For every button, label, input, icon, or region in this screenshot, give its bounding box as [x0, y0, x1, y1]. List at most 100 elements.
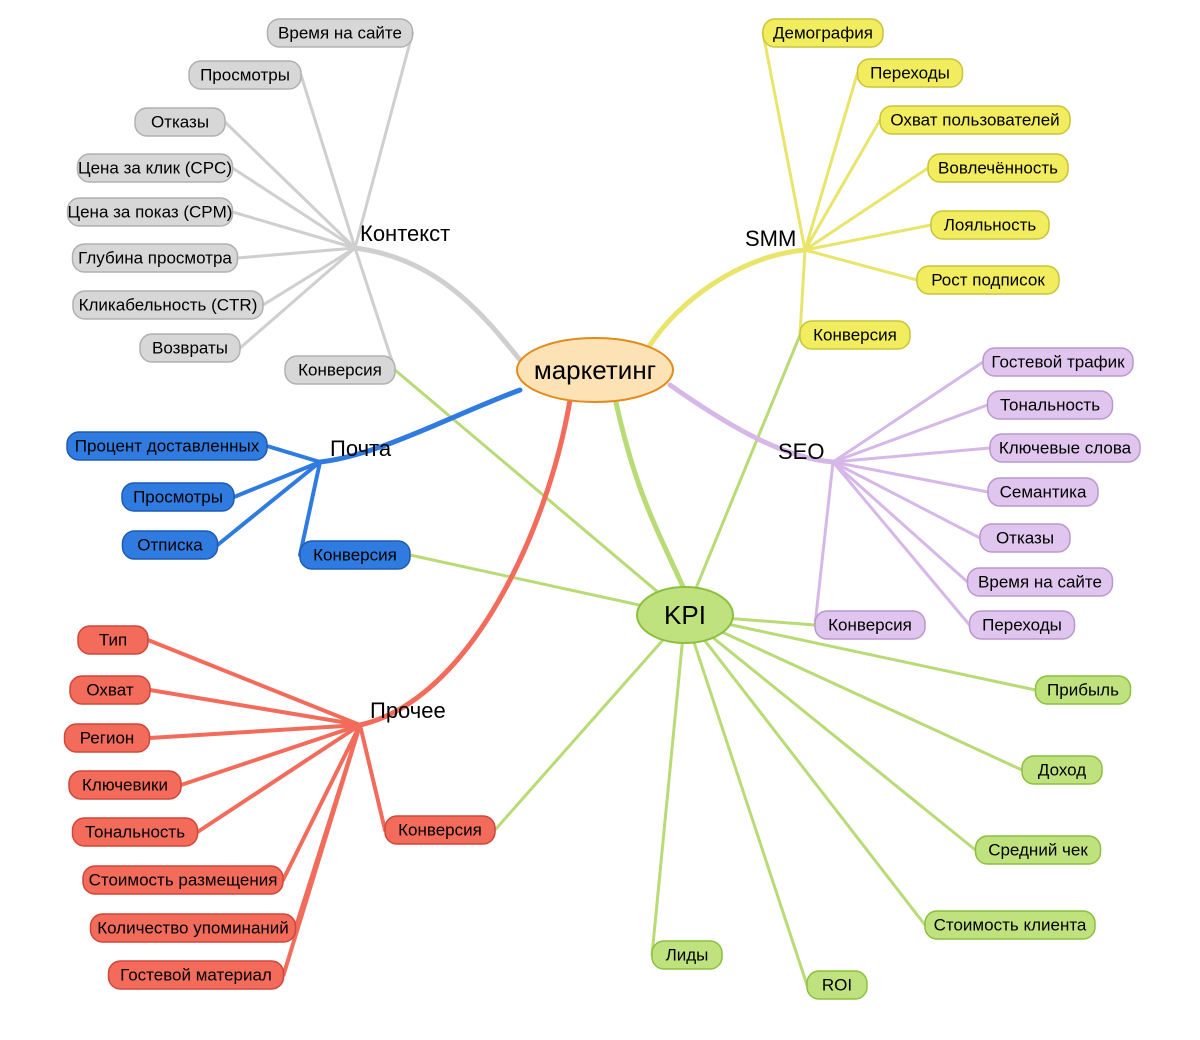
- leaf-kontext-1: Просмотры: [189, 61, 301, 89]
- edges-layer: [148, 33, 1036, 985]
- leaf-seo-1: Тональность: [988, 391, 1113, 419]
- leaf-kontext-2-label: Отказы: [151, 112, 209, 131]
- leaf-prochee-1: Охват: [70, 676, 150, 704]
- leaf-prochee-2-label: Регион: [80, 728, 135, 747]
- edge-pochta-leaf-1: [234, 462, 320, 497]
- kpi-leaf-0: Прибыль: [1036, 676, 1131, 704]
- leaf-pochta-3-label: Конверсия: [313, 545, 397, 564]
- edge-kpi-smm-konversia: [685, 335, 800, 615]
- leaf-prochee-6-label: Количество упоминаний: [97, 918, 289, 937]
- leaf-seo-1-label: Тональность: [1000, 395, 1100, 414]
- edge-center-smm: [650, 250, 805, 345]
- edge-prochee-leaf-1: [150, 690, 360, 725]
- leaf-prochee-5: Стоимость размещения: [83, 866, 283, 894]
- leaf-seo-6: Переходы: [970, 611, 1075, 639]
- leaf-smm-6-label: Конверсия: [813, 325, 897, 344]
- edge-center-kontext: [355, 248, 520, 360]
- branch-label-prochee: Прочее: [370, 698, 446, 723]
- leaf-prochee-2: Регион: [65, 724, 150, 752]
- edge-kpi-leaf-3: [685, 615, 925, 925]
- leaf-kontext-4-label: Цена за показ (CPM): [68, 202, 233, 221]
- edge-kontext-leaf-5: [238, 248, 356, 258]
- leaf-pochta-1: Просмотры: [122, 483, 234, 511]
- leaf-kontext-3: Цена за клик (CPC): [78, 154, 233, 182]
- edge-seo-leaf-0: [833, 362, 983, 462]
- leaf-kontext-7: Возвраты: [140, 334, 240, 362]
- leaf-kontext-3-label: Цена за клик (CPC): [78, 158, 232, 177]
- leaf-kontext-0: Время на сайте: [268, 19, 413, 47]
- center-label: маркетинг: [534, 355, 656, 385]
- kpi-leaf-3-label: Стоимость клиента: [934, 915, 1087, 934]
- leaf-kontext-0-label: Время на сайте: [278, 23, 402, 42]
- kpi-leaf-4: ROI: [807, 971, 867, 999]
- leaf-smm-4: Лояльность: [931, 211, 1049, 239]
- edge-kontext-leaf-0: [355, 33, 413, 248]
- leaf-seo-5: Время на сайте: [968, 568, 1113, 596]
- leaf-kontext-7-label: Возвраты: [152, 338, 228, 357]
- leaf-smm-6: Конверсия: [800, 321, 910, 349]
- leaf-smm-5: Рост подписок: [917, 266, 1059, 294]
- branch-label-pochta: Почта: [330, 436, 392, 461]
- leaf-pochta-1-label: Просмотры: [133, 487, 223, 506]
- leaf-seo-7-label: Конверсия: [828, 615, 912, 634]
- leaf-kontext-8-label: Конверсия: [298, 360, 382, 379]
- leaf-seo-3-label: Семантика: [1000, 482, 1087, 501]
- leaf-smm-3: Вовлечённость: [928, 154, 1068, 182]
- edge-center-kpi: [615, 398, 685, 591]
- branch-label-kontext: Контекст: [360, 221, 450, 246]
- leaf-prochee-4-label: Тональность: [85, 822, 185, 841]
- kpi-leaf-0-label: Прибыль: [1047, 680, 1119, 699]
- leaf-pochta-0-label: Процент доставленных: [75, 436, 260, 455]
- leaf-prochee-6: Количество упоминаний: [91, 914, 296, 942]
- leaf-seo-7: Конверсия: [815, 611, 925, 639]
- leaf-kontext-6: Кликабельность (CTR): [73, 291, 263, 319]
- leaf-seo-6-label: Переходы: [982, 615, 1062, 634]
- leaf-pochta-0: Процент доставленных: [67, 432, 267, 460]
- branch-label-seo: SEO: [778, 439, 824, 464]
- nodes-layer: маркетингKPIКонтекстВремя на сайтеПросмо…: [65, 19, 1141, 999]
- edge-prochee-leaf-8: [360, 725, 385, 830]
- leaf-smm-4-label: Лояльность: [944, 215, 1037, 234]
- edge-prochee-leaf-7: [284, 725, 361, 975]
- edge-seo-leaf-2: [833, 448, 990, 462]
- leaf-prochee-8: Конверсия: [385, 816, 495, 844]
- leaf-smm-2: Охват пользователей: [880, 106, 1070, 134]
- kpi-leaf-5-label: Лиды: [666, 945, 709, 964]
- branch-label-smm: SMM: [745, 226, 796, 251]
- edge-smm-leaf-2: [805, 120, 880, 250]
- edge-kpi-leaf-4: [685, 615, 807, 985]
- leaf-smm-1-label: Переходы: [870, 63, 950, 82]
- leaf-seo-2-label: Ключевые слова: [999, 438, 1132, 457]
- edge-kontext-leaf-8: [355, 248, 395, 370]
- leaf-prochee-4: Тональность: [73, 818, 198, 846]
- edge-seo-leaf-1: [833, 405, 988, 462]
- leaf-prochee-8-label: Конверсия: [398, 820, 482, 839]
- edge-prochee-leaf-0: [148, 640, 360, 725]
- leaf-smm-3-label: Вовлечённость: [938, 158, 1058, 177]
- edge-smm-leaf-1: [805, 73, 858, 250]
- edge-seo-leaf-7: [815, 462, 833, 625]
- edge-kpi-leaf-2: [685, 615, 976, 850]
- kpi-leaf-2: Средний чек: [976, 836, 1101, 864]
- edge-smm-leaf-5: [805, 250, 917, 280]
- leaf-kontext-1-label: Просмотры: [200, 65, 290, 84]
- leaf-seo-5-label: Время на сайте: [978, 572, 1102, 591]
- leaf-kontext-4: Цена за показ (CPM): [68, 198, 233, 226]
- leaf-kontext-5: Глубина просмотра: [73, 244, 238, 272]
- edge-smm-leaf-0: [763, 33, 805, 250]
- leaf-kontext-2: Отказы: [135, 108, 225, 136]
- leaf-seo-4-label: Отказы: [996, 528, 1054, 547]
- leaf-seo-4: Отказы: [980, 524, 1070, 552]
- leaf-seo-2: Ключевые слова: [990, 434, 1140, 462]
- kpi-leaf-2-label: Средний чек: [988, 840, 1088, 859]
- kpi-leaf-1-label: Доход: [1038, 760, 1086, 779]
- kpi-leaf-5: Лиды: [652, 941, 722, 969]
- leaf-prochee-3-label: Ключевики: [82, 775, 168, 794]
- kpi-leaf-3: Стоимость клиента: [925, 911, 1095, 939]
- leaf-kontext-8: Конверсия: [285, 356, 395, 384]
- edge-kontext-leaf-6: [263, 248, 355, 305]
- leaf-prochee-1-label: Охват: [86, 680, 133, 699]
- edge-kpi-prochee-konversia: [495, 615, 685, 830]
- leaf-kontext-6-label: Кликабельность (CTR): [79, 295, 258, 314]
- leaf-pochta-3: Конверсия: [300, 541, 410, 569]
